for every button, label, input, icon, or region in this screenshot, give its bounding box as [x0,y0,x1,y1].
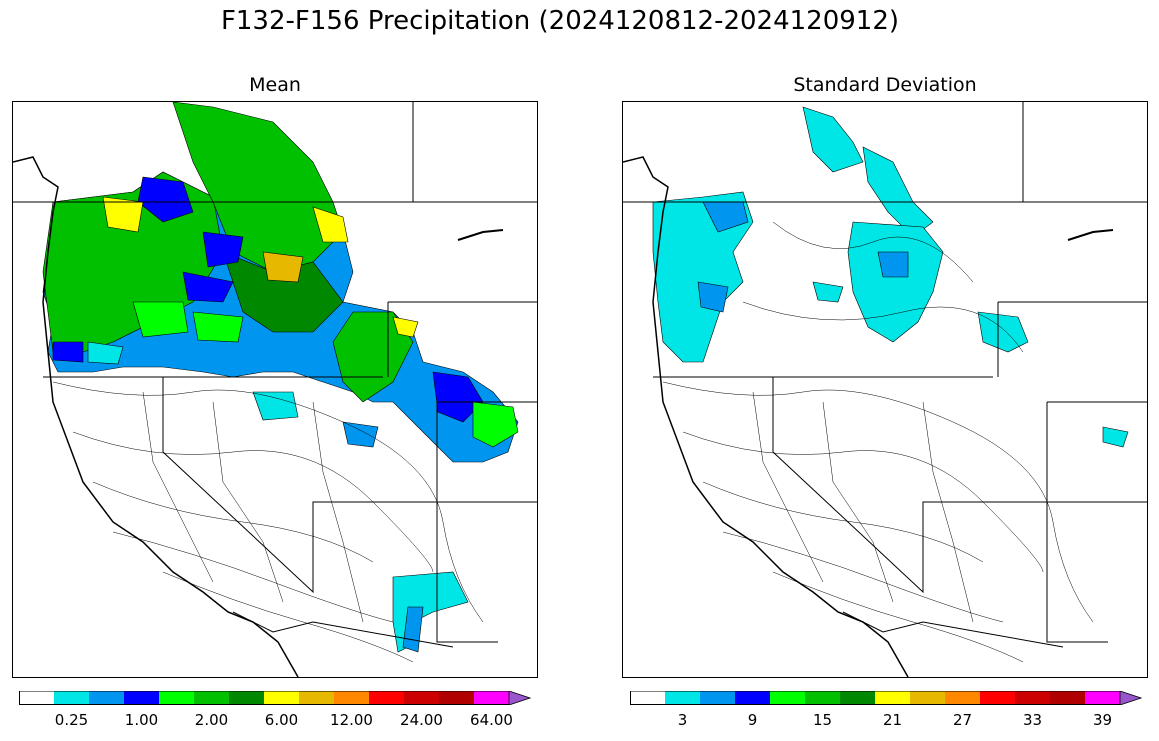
mean-panel-title: Mean [249,74,301,96]
mean-colorbar-tick-label: 12.00 [330,711,373,729]
stddev-map-svg [623,102,1147,677]
mean-colorbar-segment [89,691,125,705]
mean-colorbar-tick-label: 64.00 [470,711,513,729]
mean-colorbar-tick-label: 1.00 [124,711,159,729]
mean-colorbar-segment [124,691,160,705]
stddev-colorbar-segments [630,690,1143,706]
stddev-colorbar-segment [840,691,876,705]
mean-colorbar-segment [19,691,55,705]
mean-colorbar [19,690,532,706]
stddev-state-borders [623,102,1147,648]
stddev-colorbar-segment [945,691,981,705]
stddev-colorbar-tick-label: 39 [1092,711,1113,729]
mean-colorbar-tick-label: 6.00 [264,711,299,729]
mean-colorbar-outline [19,690,509,705]
mean-colorbar-tick-label: 0.25 [54,711,89,729]
stddev-colorbar-segment [1015,691,1051,705]
mean-colorbar-segment [229,691,265,705]
mean-state-borders [13,102,537,648]
stddev-colorbar-segment [630,691,666,705]
mean-colorbar-segment [194,691,230,705]
stddev-colorbar-tick-label: 3 [677,711,688,729]
mean-map-svg [13,102,537,677]
mean-lake-michigan-fragment [457,229,504,241]
stddev-colorbar-segment [980,691,1016,705]
stddev-colorbar-extend-arrow [1119,690,1143,706]
stddev-colorbar-segment [910,691,946,705]
stddev-colorbar-segment [875,691,911,705]
mean-colorbar-segment [369,691,405,705]
mean-basin-lines [52,381,484,663]
stddev-lake-michigan-fragment [1067,229,1114,241]
stddev-colorbar-segment [770,691,806,705]
mean-colorbar-segment [439,691,475,705]
mean-colorbar-segment [474,691,510,705]
stddev-colorbar [630,690,1143,706]
stddev-coastline [623,156,909,677]
stddev-colorbar-segment [735,691,771,705]
mean-coastline [13,156,299,677]
stddev-basin-lines [662,221,1094,663]
mean-colorbar-segments [19,690,532,706]
stddev-colorbar-tick-label: 21 [882,711,903,729]
stddev-precip-regions [652,106,1129,448]
mean-map [12,101,538,678]
mean-colorbar-segment [264,691,300,705]
stddev-colorbar-labels: 3 9 15 21 27 33 39 [630,711,1142,731]
stddev-colorbar-segment [665,691,701,705]
mean-colorbar-segment [404,691,440,705]
mean-colorbar-tick-label: 2.00 [194,711,229,729]
stddev-colorbar-tick-label: 15 [812,711,833,729]
mean-precip-regions [42,102,519,653]
stddev-colorbar-segment [805,691,841,705]
mean-colorbar-extend-arrow [508,690,532,706]
stddev-colorbar-segment [1085,691,1121,705]
stddev-map [622,101,1148,678]
stddev-colorbar-outline [630,690,1120,705]
stddev-colorbar-segment [1050,691,1086,705]
mean-colorbar-segment [334,691,370,705]
stddev-panel-title: Standard Deviation [793,74,977,96]
stddev-colorbar-segment [700,691,736,705]
mean-colorbar-segment [299,691,335,705]
mean-colorbar-labels: 0.25 1.00 2.00 6.00 12.00 24.00 64.00 [19,711,531,731]
mean-colorbar-segment [159,691,195,705]
mean-colorbar-segment [54,691,90,705]
mean-colorbar-tick-label: 24.00 [400,711,443,729]
figure-title: F132-F156 Precipitation (2024120812-2024… [220,6,900,36]
stddev-colorbar-tick-label: 33 [1022,711,1043,729]
stddev-colorbar-tick-label: 9 [747,711,758,729]
stddev-colorbar-tick-label: 27 [952,711,973,729]
